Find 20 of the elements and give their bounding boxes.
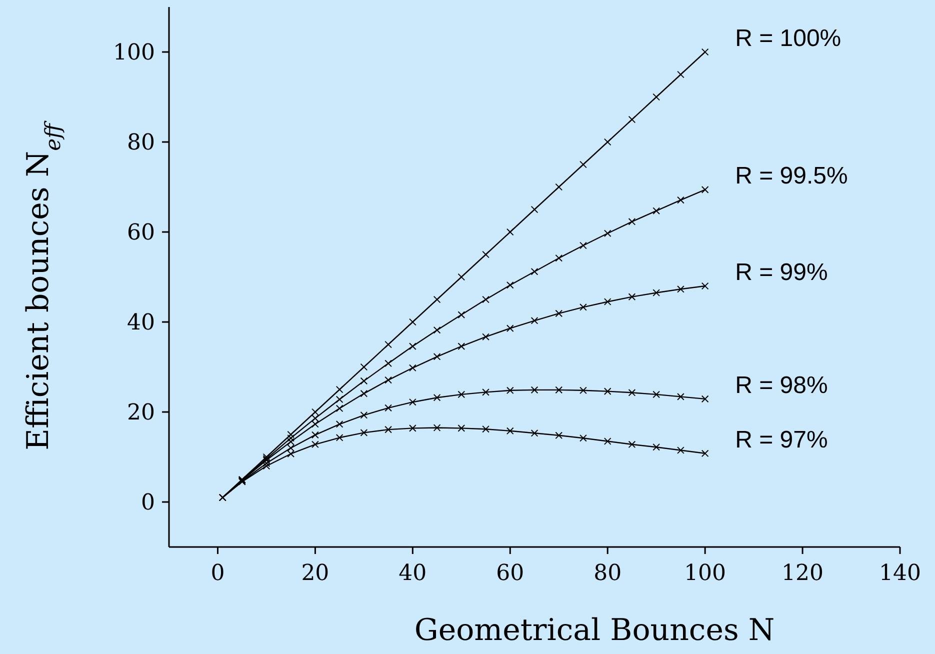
x-tick-label: 140 [879, 561, 921, 586]
series-label: R = 97% [735, 426, 828, 454]
x-tick-label: 20 [301, 561, 330, 586]
y-tick-label: 0 [141, 490, 155, 516]
y-tick-label: 100 [113, 40, 155, 66]
x-tick-label: 80 [594, 561, 622, 586]
series-label: R = 99% [735, 259, 828, 286]
x-tick-label: 100 [684, 561, 726, 586]
x-tick-label: 120 [782, 561, 824, 586]
y-tick-label: 60 [127, 220, 155, 246]
x-axis-title: Geometrical Bounces N [414, 613, 775, 648]
y-tick-label: 80 [127, 130, 155, 156]
x-tick-label: 0 [210, 561, 225, 586]
series-label: R = 98% [735, 372, 828, 399]
series-label: R = 99.5% [735, 162, 848, 190]
y-tick-label: 20 [127, 400, 155, 426]
x-tick-label: 40 [398, 561, 427, 586]
series-label: R = 100% [735, 25, 842, 52]
x-tick-label: 60 [496, 561, 524, 586]
y-tick-label: 40 [127, 310, 155, 336]
